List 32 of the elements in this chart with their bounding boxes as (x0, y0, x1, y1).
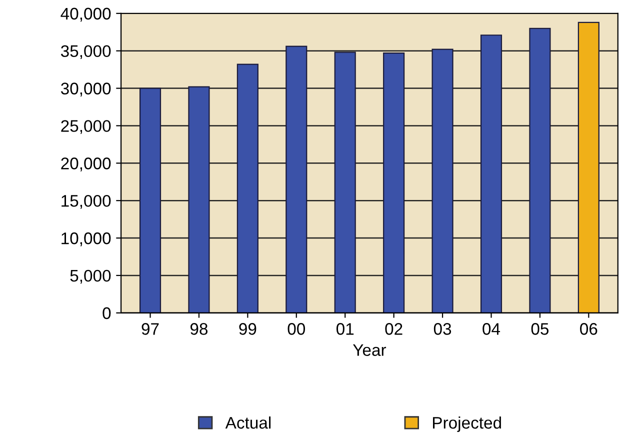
x-tick-label: 00 (288, 323, 306, 335)
y-tick-label: 20,000 (61, 158, 111, 172)
bar (432, 48, 454, 313)
y-tick-label: 0 (102, 307, 111, 320)
bar (383, 52, 405, 313)
x-tick-label: 99 (239, 323, 256, 335)
bar (286, 46, 308, 313)
legend-label: Actual (225, 416, 271, 429)
y-tick-label: 5,000 (70, 270, 111, 284)
bar (480, 34, 502, 313)
x-tick-label: 06 (580, 323, 598, 335)
x-tick-label: 98 (190, 323, 208, 335)
y-tick-label: 40,000 (60, 8, 111, 22)
bar (188, 86, 210, 313)
x-tick-label: 03 (434, 323, 452, 335)
y-tick-label: 25,000 (61, 120, 111, 134)
x-tick-label: 04 (482, 323, 500, 335)
y-tick-label: 35,000 (60, 45, 111, 60)
bar (578, 22, 600, 313)
bar (236, 64, 258, 313)
y-tick-label: 10,000 (62, 232, 111, 246)
bar (139, 88, 162, 313)
x-tick-label: 97 (142, 323, 159, 335)
x-tick-label: 02 (385, 323, 402, 335)
bar (529, 28, 551, 313)
y-tick-label: 15,000 (62, 194, 111, 209)
x-tick-label: 01 (336, 323, 354, 335)
x-tick-label: 05 (531, 323, 549, 335)
x-axis-title: Year (352, 344, 386, 356)
legend-label: Projected (433, 416, 501, 432)
bar (334, 52, 356, 313)
y-tick-label: 30,000 (60, 82, 111, 96)
